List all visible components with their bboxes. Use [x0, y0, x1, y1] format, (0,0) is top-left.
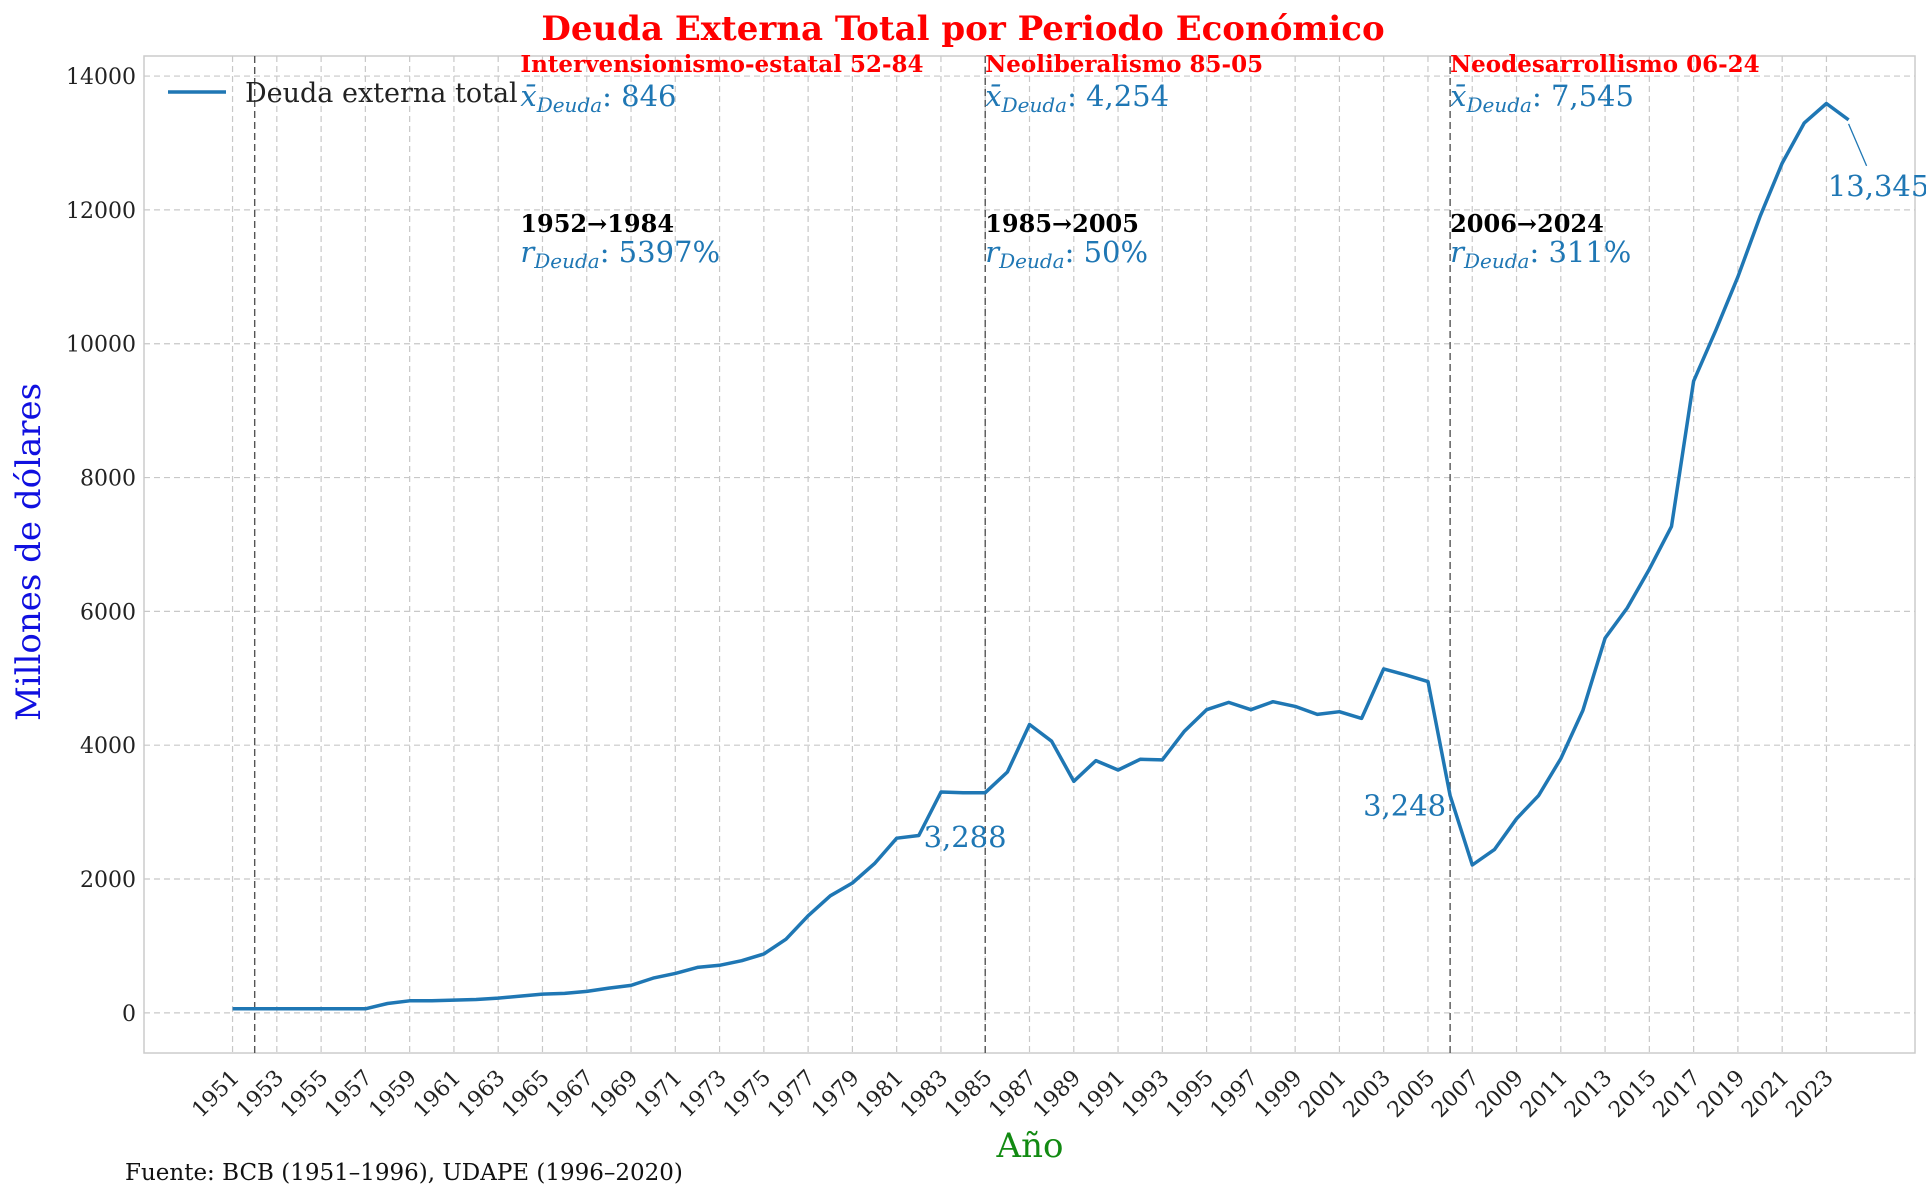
- y-ticks: 0 2000 4000 6000 8000 10000 12000 14000: [66, 65, 136, 1027]
- x-tick-label: 1973: [675, 1066, 732, 1123]
- x-tick-label: 1981: [852, 1066, 909, 1123]
- x-tick-label: 1993: [1117, 1066, 1174, 1123]
- x-tick-label: 2013: [1560, 1066, 1617, 1123]
- y-tick-label: 8000: [80, 467, 136, 492]
- series-line: [232, 101, 1850, 1011]
- x-ticks: 1951195319551957195919611963196519671969…: [188, 1066, 1839, 1123]
- point-label-leader: [1847, 123, 1868, 167]
- y-tick-label: 10000: [66, 333, 136, 358]
- period-annotation: Intervensionismo-estatal 52-84x̄Deuda: 8…: [520, 51, 923, 273]
- chart-title: Deuda Externa Total por Periodo Económic…: [541, 9, 1384, 49]
- x-tick-label: 2011: [1516, 1066, 1573, 1123]
- point-labels: 3,288 3,248 13,345: [924, 123, 1926, 854]
- x-tick-label: 2015: [1604, 1066, 1661, 1123]
- point-label: 13,345: [1828, 169, 1926, 203]
- y-axis-label: Millones de dólares: [9, 383, 49, 721]
- x-tick-label: 1991: [1073, 1066, 1130, 1123]
- x-tick-label: 2019: [1693, 1066, 1750, 1123]
- period-range: 1985→2005: [985, 209, 1139, 238]
- x-tick-label: 1969: [586, 1066, 643, 1123]
- point-label: 3,288: [924, 820, 1007, 854]
- legend-label: Deuda externa total: [245, 78, 518, 109]
- period-mean: x̄Deuda: 4,254: [985, 79, 1169, 117]
- source-note: Fuente: BCB (1951–1996), UDAPE (1996–202…: [125, 1160, 683, 1186]
- period-annotation: Neoliberalismo 85-05x̄Deuda: 4,254 1985→2…: [985, 51, 1263, 273]
- period-range: 2006→2024: [1450, 209, 1604, 238]
- x-tick-label: 2009: [1471, 1066, 1528, 1123]
- y-tick-label: 14000: [66, 65, 136, 90]
- x-tick-label: 2003: [1339, 1066, 1396, 1123]
- point-label: 3,248: [1363, 789, 1446, 823]
- x-axis-label: Año: [996, 1126, 1064, 1166]
- period-title: Neodesarrollismo 06-24: [1450, 51, 1760, 78]
- period-growth: rDeuda: 311%: [1450, 235, 1631, 273]
- x-tick-label: 1959: [365, 1066, 422, 1123]
- y-tick-label: 2000: [80, 868, 136, 893]
- x-tick-label: 1979: [807, 1066, 864, 1123]
- period-growth: rDeuda: 5397%: [520, 235, 720, 273]
- x-tick-label: 2023: [1781, 1066, 1838, 1123]
- period-mean: x̄Deuda: 7,545: [1450, 79, 1634, 117]
- period-annotation: Neodesarrollismo 06-24x̄Deuda: 7,545 2006…: [1450, 51, 1760, 273]
- y-tick-label: 4000: [80, 734, 136, 759]
- period-dividers: [253, 56, 1451, 1053]
- x-tick-label: 1971: [630, 1066, 687, 1123]
- x-tick-label: 2017: [1649, 1066, 1706, 1123]
- x-tick-label: 1985: [940, 1066, 997, 1123]
- period-growth: rDeuda: 50%: [985, 235, 1148, 273]
- x-tick-label: 1995: [1162, 1066, 1219, 1123]
- x-tick-label: 2005: [1383, 1066, 1440, 1123]
- x-tick-label: 1997: [1206, 1066, 1263, 1123]
- x-tick-label: 1953: [232, 1066, 289, 1123]
- x-tick-label: 1977: [763, 1066, 820, 1123]
- period-title: Intervensionismo-estatal 52-84: [520, 51, 923, 78]
- period-annotations: Intervensionismo-estatal 52-84x̄Deuda: 8…: [520, 51, 1759, 273]
- plot-frame: [143, 55, 1916, 1054]
- x-tick-label: 2021: [1737, 1066, 1794, 1123]
- x-tick-label: 1975: [719, 1066, 776, 1123]
- x-tick-label: 1999: [1250, 1066, 1307, 1123]
- y-tick-label: 0: [122, 1002, 136, 1027]
- x-tick-label: 1955: [276, 1066, 333, 1123]
- legend: Deuda externa total: [168, 78, 518, 109]
- x-tick-label: 2007: [1427, 1066, 1484, 1123]
- x-tick-label: 1963: [453, 1066, 510, 1123]
- x-tick-label: 1989: [1029, 1066, 1086, 1123]
- series-lines: [232, 101, 1850, 1011]
- x-tick-label: 1965: [497, 1066, 554, 1123]
- x-tick-label: 1967: [542, 1066, 599, 1123]
- y-tick-label: 6000: [80, 600, 136, 625]
- period-range: 1952→1984: [520, 209, 674, 238]
- x-tick-label: 1957: [320, 1066, 377, 1123]
- x-tick-label: 1951: [188, 1066, 245, 1123]
- y-tick-label: 12000: [66, 199, 136, 224]
- x-tick-label: 1983: [896, 1066, 953, 1123]
- period-mean: x̄Deuda: 846: [520, 79, 676, 117]
- period-title: Neoliberalismo 85-05: [985, 51, 1263, 78]
- x-tick-label: 1987: [984, 1066, 1041, 1123]
- x-tick-label: 2001: [1294, 1066, 1351, 1123]
- x-tick-label: 1961: [409, 1066, 466, 1123]
